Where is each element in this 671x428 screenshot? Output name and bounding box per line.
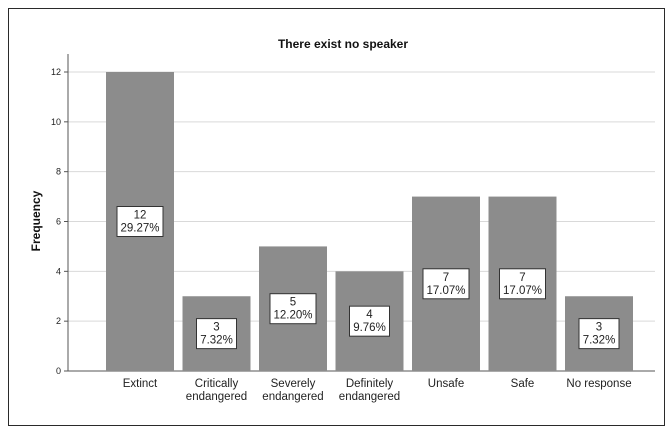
category-label: Extinct — [123, 378, 158, 390]
data-label: 29.27% — [120, 223, 159, 235]
y-tick-label: 10 — [51, 117, 61, 127]
category-label: Unsafe — [428, 378, 464, 390]
y-tick-label: 0 — [56, 366, 61, 376]
category-label: Severely — [271, 378, 316, 390]
y-tick-label: 2 — [56, 316, 61, 326]
y-tick-label: 8 — [56, 167, 61, 177]
chart-title: There exist no speaker — [278, 37, 408, 51]
data-label-box — [196, 318, 237, 350]
y-tick-label: 4 — [56, 266, 61, 276]
data-label-box — [349, 305, 390, 337]
category-labels: Extinct CriticallyendangeredSeverelyendan… — [123, 378, 632, 403]
y-axis-label: Frequency — [29, 190, 43, 251]
data-label-box — [269, 293, 317, 325]
category-label: endangered — [262, 391, 323, 403]
data-label: 9.76% — [353, 322, 386, 334]
data-label: 5 — [290, 297, 296, 309]
data-label: 7.32% — [200, 335, 233, 347]
data-label-box — [422, 268, 470, 300]
data-label: 7 — [443, 272, 449, 284]
data-label: 3 — [596, 322, 602, 334]
data-label: 4 — [366, 309, 373, 321]
data-label-box — [578, 318, 620, 350]
data-label: 17.07% — [426, 285, 465, 297]
y-tick-label: 12 — [51, 67, 61, 77]
category-label: Definitely — [346, 378, 394, 390]
y-tick-label: 6 — [56, 217, 61, 227]
data-label: 3 — [213, 322, 219, 334]
category-label: Safe — [511, 378, 535, 390]
category-label: endangered — [339, 391, 400, 403]
data-label: 17.07% — [503, 285, 542, 297]
data-label: 12.20% — [273, 310, 312, 322]
category-label: Critically — [195, 378, 239, 390]
category-label: endangered — [186, 391, 247, 403]
data-label: 12 — [134, 210, 147, 222]
category-label: No response — [566, 378, 631, 390]
data-label: 7.32% — [583, 335, 616, 347]
data-label-box — [499, 268, 546, 300]
data-label: 7 — [519, 272, 525, 284]
data-label-box — [116, 206, 164, 237]
